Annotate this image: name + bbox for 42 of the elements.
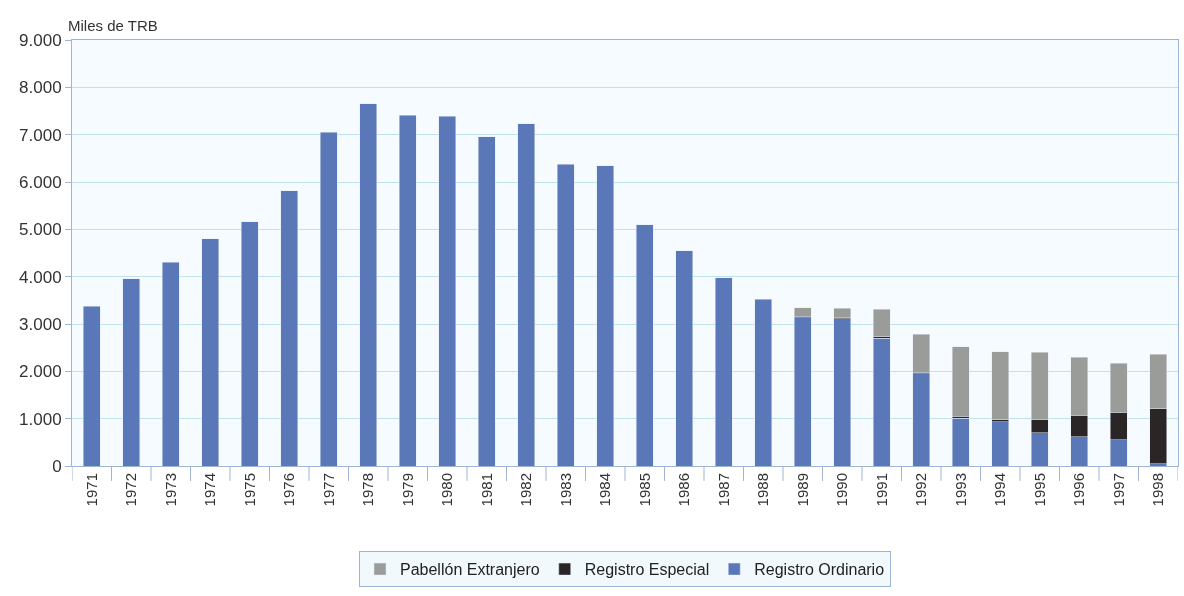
x-tick-label: 1983 xyxy=(556,473,574,507)
legend-label: Registro Especial xyxy=(584,561,710,579)
y-tick-label: 5.000 xyxy=(19,220,62,240)
x-tick-label: 1971 xyxy=(82,473,100,507)
x-tick-label: 1981 xyxy=(477,473,495,507)
x-tick-label: 1997 xyxy=(1109,473,1127,507)
x-tick-label: 1989 xyxy=(793,473,811,507)
x-tick-label: 1979 xyxy=(398,473,416,507)
y-tick-label: 0 xyxy=(52,456,62,476)
y-tick-label: 7.000 xyxy=(19,125,62,145)
x-tick-label: 1990 xyxy=(833,473,851,507)
x-tick-label: 1980 xyxy=(438,473,456,507)
x-tick-label: 1973 xyxy=(161,473,179,507)
y-axis-title: Miles de TRB xyxy=(68,17,158,34)
y-tick-label: 8.000 xyxy=(19,78,62,98)
y-tick-label: 1.000 xyxy=(19,409,62,429)
x-tick-label: 1991 xyxy=(872,473,890,507)
x-tick-label: 1994 xyxy=(991,473,1009,507)
x-tick-label: 1995 xyxy=(1030,473,1048,507)
x-tick-label: 1984 xyxy=(596,473,614,507)
x-tick-label: 1974 xyxy=(201,473,219,507)
y-tick-label: 9.000 xyxy=(19,30,62,50)
legend-label: Registro Ordinario xyxy=(754,561,885,579)
y-tick-label: 2.000 xyxy=(19,362,62,382)
x-tick-label: 1972 xyxy=(122,473,140,507)
legend-label: Pabellón Extranjero xyxy=(400,561,540,579)
x-tick-label: 1978 xyxy=(359,473,377,507)
x-tick-label: 1985 xyxy=(635,473,653,507)
x-tick-label: 1996 xyxy=(1070,473,1088,507)
x-tick-label: 1992 xyxy=(912,473,930,507)
x-tick-label: 1987 xyxy=(714,473,732,507)
y-tick-label: 6.000 xyxy=(19,172,62,192)
x-tick-label: 1977 xyxy=(319,473,337,507)
x-tick-label: 1976 xyxy=(280,473,298,507)
x-tick-label: 1993 xyxy=(951,473,969,507)
x-tick-label: 1982 xyxy=(517,473,535,507)
x-tick-label: 1988 xyxy=(754,473,772,507)
y-tick-label: 4.000 xyxy=(19,267,62,287)
x-tick-label: 1998 xyxy=(1149,473,1167,507)
y-tick-label: 3.000 xyxy=(19,314,62,334)
x-tick-label: 1975 xyxy=(240,473,258,507)
x-tick-label: 1986 xyxy=(675,473,693,507)
